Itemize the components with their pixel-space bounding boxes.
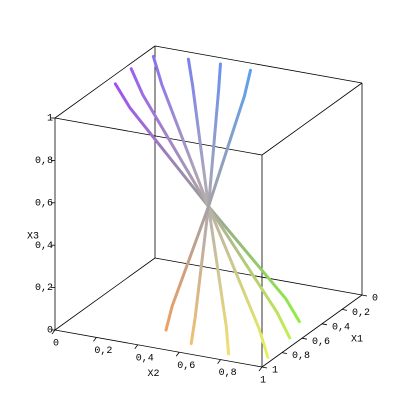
- x2-tick-label: 0: [53, 339, 59, 350]
- box-edge: [154, 45, 363, 84]
- x1-tick-label: 0,4: [332, 322, 350, 333]
- box-edge: [54, 329, 263, 368]
- x1-tick: [321, 323, 328, 326]
- x1-tick: [361, 294, 368, 297]
- x1-tick: [341, 309, 348, 311]
- x3-tick-label: 0,4: [35, 241, 53, 252]
- x3-tick-label: 0,6: [35, 198, 53, 209]
- x2-tick: [134, 344, 139, 350]
- x1-tick-label: 0,6: [312, 337, 330, 348]
- box-edge: [261, 82, 363, 156]
- box-edge: [261, 294, 363, 368]
- x1-tick: [261, 366, 268, 369]
- curve: [164, 68, 252, 332]
- x1-tick-label: 0,2: [352, 308, 370, 319]
- x2-tick-label: 1: [260, 376, 266, 387]
- x1-tick-label: 0,8: [292, 351, 310, 362]
- x1-tick: [301, 337, 308, 340]
- x2-tick-label: 0,8: [219, 368, 237, 379]
- x1-axis-label: X1: [351, 335, 363, 346]
- x3-tick-label: 0,8: [35, 156, 53, 167]
- box-edge: [54, 45, 156, 119]
- x1-tick-label: 1: [272, 366, 278, 377]
- box-edge: [154, 257, 363, 296]
- x3-tick-label: 0: [47, 326, 53, 337]
- x3-tick-label: 1: [47, 114, 53, 125]
- x2-tick: [93, 337, 97, 342]
- x2-tick: [258, 366, 263, 372]
- x1-tick: [281, 352, 288, 354]
- x3-tick-label: 0,2: [35, 283, 53, 294]
- x2-tick: [175, 351, 180, 357]
- x2-axis-label: X2: [147, 369, 159, 380]
- x2-tick: [51, 329, 56, 335]
- x1-tick-label: 0: [372, 294, 378, 305]
- x2-tick-label: 0,6: [177, 361, 195, 372]
- x2-tick-label: 0,4: [136, 353, 154, 364]
- x2-tick-label: 0,2: [94, 346, 112, 357]
- x2-tick: [217, 359, 221, 364]
- x3-axis-label: X3: [27, 232, 39, 243]
- box-edge: [54, 257, 156, 331]
